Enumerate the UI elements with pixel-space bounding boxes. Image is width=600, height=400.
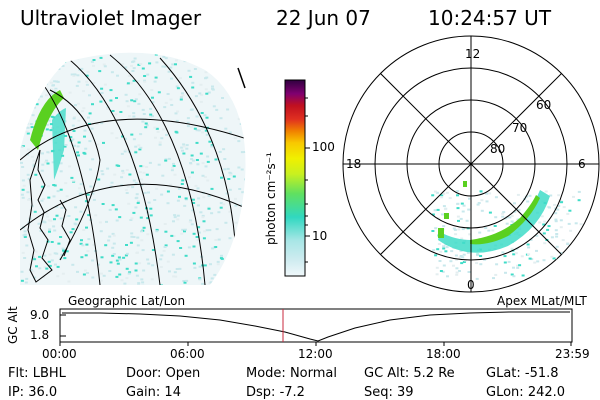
colorbar-units-label: photon cm⁻²s⁻¹ <box>264 152 278 245</box>
alt-xtick-1: 06:00 <box>170 347 205 361</box>
alt-xtick-0: 00:00 <box>42 347 77 361</box>
aurora-spot-3 <box>463 181 467 187</box>
status-mode: Mode: Normal <box>246 366 337 381</box>
mlt-label-6: 6 <box>578 157 586 171</box>
colorbar-tick-100: 100 <box>312 140 335 154</box>
alt-xtick-2: 12:00 <box>298 347 333 361</box>
alt-ytick-low: 1.8 <box>30 328 50 342</box>
colorbar <box>284 79 310 277</box>
altitude-curve <box>62 311 570 342</box>
mlt-label-12: 12 <box>465 47 481 61</box>
time-label: 10:24:57 UT <box>428 6 552 30</box>
aurora-band-edge <box>52 108 66 180</box>
alt-ylabel: GC Alt <box>6 306 20 344</box>
alt-xtick-4: 23:59 <box>555 347 590 361</box>
lat-label-80: 80 <box>490 142 506 156</box>
date-label: 22 Jun 07 <box>276 6 371 30</box>
alt-xtick-3: 18:00 <box>426 347 461 361</box>
altitude-plot <box>59 308 573 346</box>
aurora-spot <box>438 228 444 238</box>
polar-grid <box>343 36 599 292</box>
status-dsp: Dsp: -7.2 <box>246 385 305 400</box>
lat-label-70: 70 <box>512 121 528 135</box>
instrument-title: Ultraviolet Imager <box>20 6 202 30</box>
geographic-image <box>20 52 246 285</box>
polar-plot <box>342 35 600 293</box>
status-glat: GLat: -51.8 <box>486 366 559 381</box>
limb-tick <box>237 67 246 89</box>
alt-ytick-high: 9.0 <box>30 308 50 322</box>
geo-caption: Geographic Lat/Lon <box>68 294 186 308</box>
status-filter: Flt: LBHL <box>8 366 66 381</box>
coastline <box>27 149 53 283</box>
status-ip: IP: 36.0 <box>8 385 58 400</box>
lat-lon-grid <box>20 54 246 285</box>
status-seq: Seq: 39 <box>364 385 414 400</box>
colorbar-tick-10: 10 <box>312 229 328 243</box>
status-door: Door: Open <box>126 366 201 381</box>
mlt-label-18: 18 <box>346 157 362 171</box>
status-gc-alt: GC Alt: 5.2 Re <box>364 366 455 381</box>
status-glon: GLon: 242.0 <box>486 385 566 400</box>
lat-label-60: 60 <box>536 98 552 112</box>
polar-caption: Apex MLat/MLT <box>497 294 587 308</box>
mlt-label-0: 0 <box>467 278 475 292</box>
coastline-inner <box>59 199 71 257</box>
status-gain: Gain: 14 <box>126 385 181 400</box>
aurora-spot-2 <box>444 213 449 219</box>
